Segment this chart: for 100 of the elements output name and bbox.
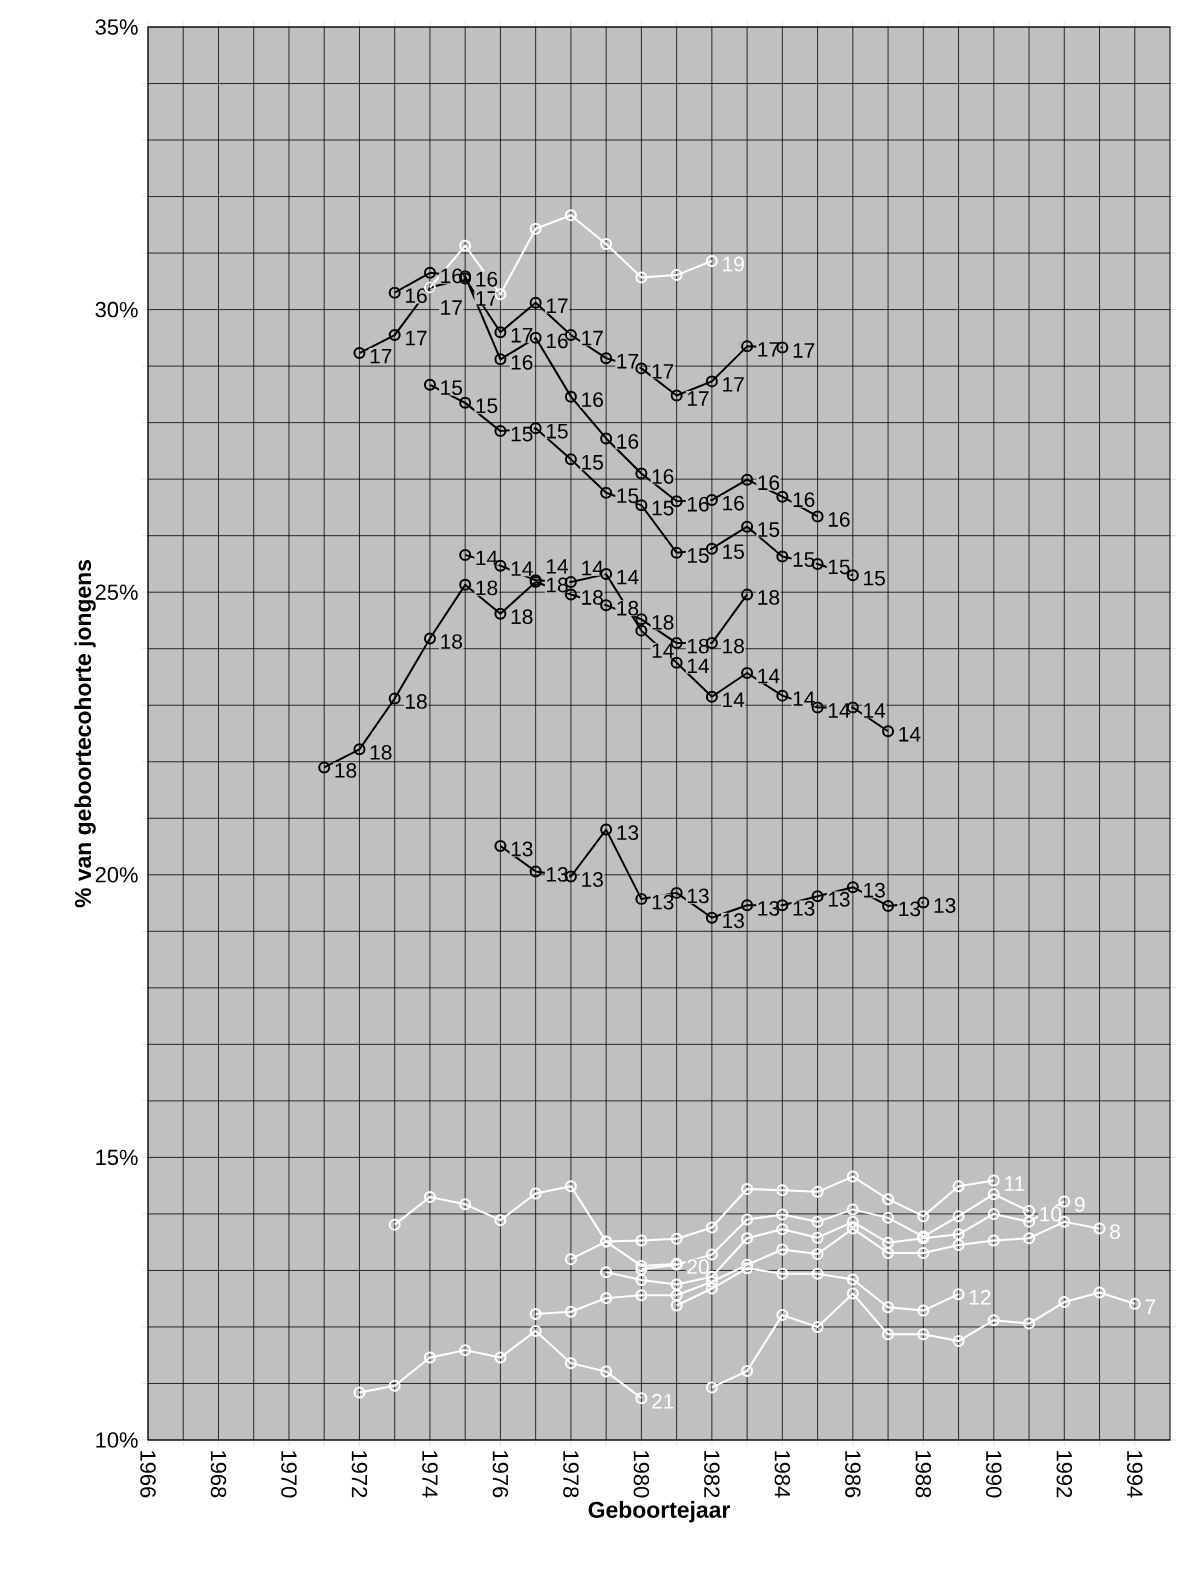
annotation: 13: [511, 841, 533, 857]
x-tick-label: 1976: [492, 1451, 509, 1498]
annotation: 15: [687, 548, 709, 563]
y-axis-title: % van geboortecohorte jongens: [74, 560, 96, 908]
annotation: 16: [546, 333, 568, 349]
annotation: 13: [828, 891, 850, 907]
y-tick-label: 15%: [96, 1149, 138, 1166]
annotation: 18: [441, 634, 462, 649]
x-tick-label: 1984: [774, 1451, 791, 1498]
series-label: 19: [723, 256, 744, 272]
annotation: 14: [511, 561, 533, 576]
annotation: 18: [652, 614, 674, 630]
series-label: 15: [864, 570, 885, 586]
annotation: 15: [758, 522, 780, 537]
series-label: 17: [793, 343, 815, 358]
annotation: 17: [723, 377, 744, 392]
annotation: 18: [617, 600, 639, 616]
annotation: 18: [335, 763, 357, 778]
x-tick-label: 1980: [633, 1451, 650, 1498]
annotation: 17: [582, 330, 603, 346]
annotation: 13: [758, 900, 780, 916]
annotation: 16: [758, 475, 780, 491]
annotation: 15: [441, 380, 463, 396]
series-label: 18: [758, 590, 780, 605]
annotation: 14: [476, 550, 498, 566]
x-tick-label: 1974: [422, 1451, 438, 1498]
annotation: 14: [546, 559, 569, 574]
annotation: 18: [405, 694, 427, 709]
x-tick-label: 1966: [140, 1451, 156, 1498]
annotation: 17: [617, 354, 639, 369]
annotation: 16: [617, 434, 639, 449]
series-label: 20: [687, 1259, 709, 1275]
annotation: 17: [476, 291, 498, 306]
x-tick-label: 1968: [210, 1451, 227, 1498]
annotation: 18: [723, 638, 744, 654]
annotation: 17: [405, 330, 427, 346]
series-label: 10: [1040, 1206, 1062, 1222]
annotation: 14: [723, 692, 745, 707]
annotation: 18: [511, 609, 533, 625]
x-tick-label: 1992: [1056, 1451, 1073, 1498]
annotation: 16: [652, 469, 674, 484]
annotation: 16: [687, 496, 709, 512]
annotation: 16: [582, 392, 603, 408]
annotation: 13: [793, 900, 815, 916]
annotation: 13: [864, 882, 885, 898]
annotation: 18: [370, 744, 392, 760]
series-label: 8: [1110, 1224, 1120, 1240]
x-tick-label: 1970: [281, 1451, 297, 1498]
annotation: 17: [652, 364, 674, 379]
annotation: 15: [476, 398, 498, 414]
series-label: 9: [1074, 1197, 1085, 1212]
y-tick-label: 20%: [95, 867, 138, 883]
annotation: 13: [582, 872, 603, 887]
annotation: 14: [864, 703, 886, 718]
series-label: 7: [1145, 1299, 1156, 1314]
y-tick-label: 35%: [95, 19, 138, 35]
annotation: 15: [511, 426, 533, 442]
x-tick-label: 1978: [563, 1451, 579, 1498]
annotation: 16: [793, 492, 815, 508]
annotation: 15: [652, 500, 674, 516]
annotation: 18: [582, 590, 603, 605]
annotation: 13: [617, 825, 639, 840]
annotation: 13: [687, 888, 709, 904]
annotation: 14: [687, 658, 709, 674]
annotation: 13: [899, 901, 921, 917]
y-tick-label: 30%: [95, 301, 138, 318]
annotation: 14: [617, 569, 639, 585]
annotation: 15: [723, 544, 744, 559]
annotation: 15: [828, 559, 850, 575]
annotation: 17: [441, 300, 462, 315]
annotation: 16: [405, 288, 427, 304]
annotation: 17: [758, 342, 780, 357]
x-axis-title: Geboortejaar: [588, 1501, 730, 1523]
annotation: 14: [758, 668, 780, 684]
x-tick-label: 1986: [845, 1451, 861, 1498]
annotation: 18: [476, 580, 498, 596]
x-tick-label: 1988: [915, 1451, 932, 1498]
series-label: 11: [1005, 1176, 1025, 1191]
annotation: 17: [370, 348, 392, 364]
annotation: 14: [582, 560, 604, 576]
annotation: 14: [652, 643, 674, 658]
annotation: 14: [793, 691, 815, 706]
annotation: 13: [652, 894, 674, 910]
series-label: 12: [969, 1289, 991, 1305]
series-label: 21: [652, 1393, 674, 1409]
annotation: 13: [723, 913, 744, 929]
x-tick-label: 1990: [986, 1451, 1002, 1498]
series-label: 13: [934, 898, 956, 913]
annotation: 15: [582, 455, 603, 470]
annotation: 15: [546, 423, 568, 439]
annotation: 17: [511, 328, 533, 343]
series-label: 14: [899, 727, 921, 742]
x-tick-label: 1972: [351, 1451, 368, 1498]
x-tick-label: 1994: [1127, 1451, 1143, 1498]
annotation: 15: [617, 488, 639, 504]
annotation: 16: [476, 271, 498, 287]
annotation: 17: [546, 298, 568, 314]
annotation: 16: [723, 495, 744, 511]
y-tick-label: 10%: [96, 1432, 138, 1448]
series-label: 16: [828, 512, 850, 527]
